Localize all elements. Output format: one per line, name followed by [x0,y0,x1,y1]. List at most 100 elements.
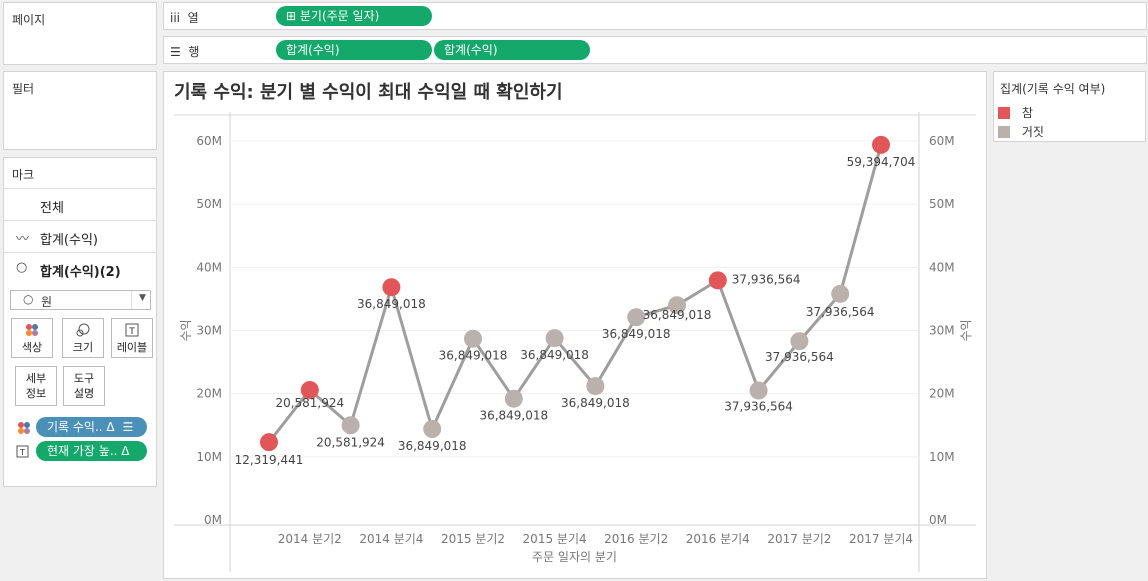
rows-icon: ☰ [170,45,181,59]
worksheet-view[interactable]: 기록 수익: 분기 별 수익이 최대 수익일 때 확인하기 0M 0M 10M 10M 2… [163,71,987,579]
color-button[interactable]: 색상 [11,318,53,358]
legend-label-false: 거짓 [1021,125,1044,139]
tooltip-button-label: 도구 설명 [73,372,95,400]
data-point[interactable] [464,329,482,348]
data-label: 37,936,564 [724,400,793,414]
chart-title: 기록 수익: 분기 별 수익이 최대 수익일 때 확인하기 [174,82,563,103]
record-point[interactable] [708,271,727,290]
sort-icon: ☰ [122,420,134,434]
chevron-down-icon: ▼ [139,293,146,303]
y-tick-label-left: 20M [196,387,222,401]
rows-shelf[interactable]: ☰ 행 합계(수익) 합계(수익) [163,36,1147,64]
x-tick-label: 2014 분기4 [359,532,423,546]
data-label: 36,849,018 [479,409,548,423]
color-field-pill[interactable]: 기록 수익.. Δ ☰ [36,417,147,437]
detail-button[interactable]: 세부 정보 [15,366,57,406]
pages-panel: 페이지 [3,2,157,65]
record-point[interactable] [382,278,401,297]
legend-title: 집계(기록 수익 여부) [1000,82,1106,96]
marks-panel: 마크 전체 〰 합계(수익) ○ 합계(수익)(2) ○ 원 ▼ 색상 크기 T… [3,157,157,487]
detail-button-label: 세부 정보 [25,372,47,400]
data-point[interactable] [668,296,686,315]
marks-tab-line[interactable]: 〰 합계(수익) [4,220,157,252]
line-chart-icon: 〰 [16,232,30,247]
x-tick-label: 2015 분기2 [441,532,505,546]
mark-type-select[interactable]: ○ 원 ▼ [10,290,151,310]
data-label: 12,319,441 [235,453,304,467]
chart-canvas[interactable]: 기록 수익: 분기 별 수익이 최대 수익일 때 확인하기 0M 0M 10M 10M 2… [164,72,986,578]
color-button-label: 색상 [21,341,43,354]
x-tick-label: 2017 분기4 [849,532,913,546]
column-pill-text: ⊞ 분기(주문 일자) [286,9,380,23]
rows-shelf-label: ☰ 행 [170,43,199,60]
mark-type-value: 원 [41,295,53,309]
label-button-label: 레이블 [116,341,148,354]
x-tick-label: 2014 분기2 [278,532,342,546]
y-tick-label-right: 10M [929,450,955,464]
legend-swatch-false [998,126,1010,138]
text-label-icon: T [112,322,152,339]
y-axis-title-left: 수익 [179,319,193,341]
size-button[interactable]: 크기 [62,318,104,358]
record-point[interactable] [872,135,890,154]
y-tick-label-left: 30M [196,324,222,338]
column-pill-quarter[interactable]: ⊞ 분기(주문 일자) [276,6,432,26]
label-button[interactable]: T 레이블 [111,318,153,358]
legend-panel: 집계(기록 수익 여부) 참 거짓 [993,71,1146,142]
data-label: 36,849,018 [439,349,508,363]
record-point[interactable] [300,380,319,399]
row-pill-profit-2[interactable]: 합계(수익) [434,40,590,60]
svg-text:T: T [128,327,135,337]
x-tick-label: 2016 분기2 [604,532,668,546]
marks-tab-circle[interactable]: ○ 합계(수익)(2) [4,252,157,284]
x-tick-label: 2015 분기4 [523,532,587,546]
columns-shelf-text: 열 [187,11,199,25]
filters-label: 필터 [12,82,35,96]
columns-icon: iii [170,11,181,25]
y-tick-label-left: 40M [196,260,222,274]
data-point[interactable] [749,381,768,400]
legend-item-false[interactable]: 거짓 [998,123,1044,141]
data-point[interactable] [341,416,360,435]
data-label: 36,849,018 [398,439,467,453]
data-point[interactable] [423,420,442,439]
marks-tab-all[interactable]: 전체 [4,188,157,220]
circle-icon: ○ [23,292,34,306]
y-tick-label-right: 30M [929,324,955,338]
pages-label: 페이지 [12,13,46,27]
data-label: 37,936,564 [806,305,875,319]
data-label: 59,394,704 [847,155,916,169]
y-tick-label-left: 50M [196,197,222,211]
columns-shelf[interactable]: iii 열 ⊞ 분기(주문 일자) [163,2,1147,30]
y-tick-label-right: 60M [929,134,955,148]
marks-tab-all-label: 전체 [40,201,64,216]
y-tick-label-right: 50M [929,197,955,211]
data-point[interactable] [790,332,809,351]
data-point[interactable] [545,329,564,348]
data-label: 20,581,924 [275,396,344,410]
data-point[interactable] [831,284,850,303]
row-pill-text-1: 합계(수익) [286,43,340,57]
data-point[interactable] [627,308,646,327]
record-point[interactable] [260,433,278,452]
marks-label: 마크 [12,168,35,182]
columns-shelf-label: iii 열 [170,9,199,26]
legend-label-true: 참 [1021,106,1033,120]
color-dots-icon [12,322,52,339]
y-axis-title-right: 수익 [959,319,973,341]
label-field-pill[interactable]: 현재 가장 높.. Δ [36,441,147,461]
size-button-label: 크기 [72,341,94,354]
row-pill-profit-1[interactable]: 합계(수익) [276,40,432,60]
tooltip-button[interactable]: 도구 설명 [63,366,105,406]
legend-item-true[interactable]: 참 [998,104,1033,122]
y-tick-label-right: 20M [929,387,955,401]
data-point[interactable] [504,389,523,408]
data-label: 36,849,018 [561,396,630,410]
label-field-icon: T [16,445,30,462]
data-point[interactable] [586,377,605,396]
filters-panel[interactable]: 필터 [3,71,157,150]
data-label: 36,849,018 [602,327,671,341]
dropdown-divider [131,291,132,309]
x-tick-label: 2016 분기4 [686,532,750,546]
y-tick-label-right: 0M [929,513,947,527]
